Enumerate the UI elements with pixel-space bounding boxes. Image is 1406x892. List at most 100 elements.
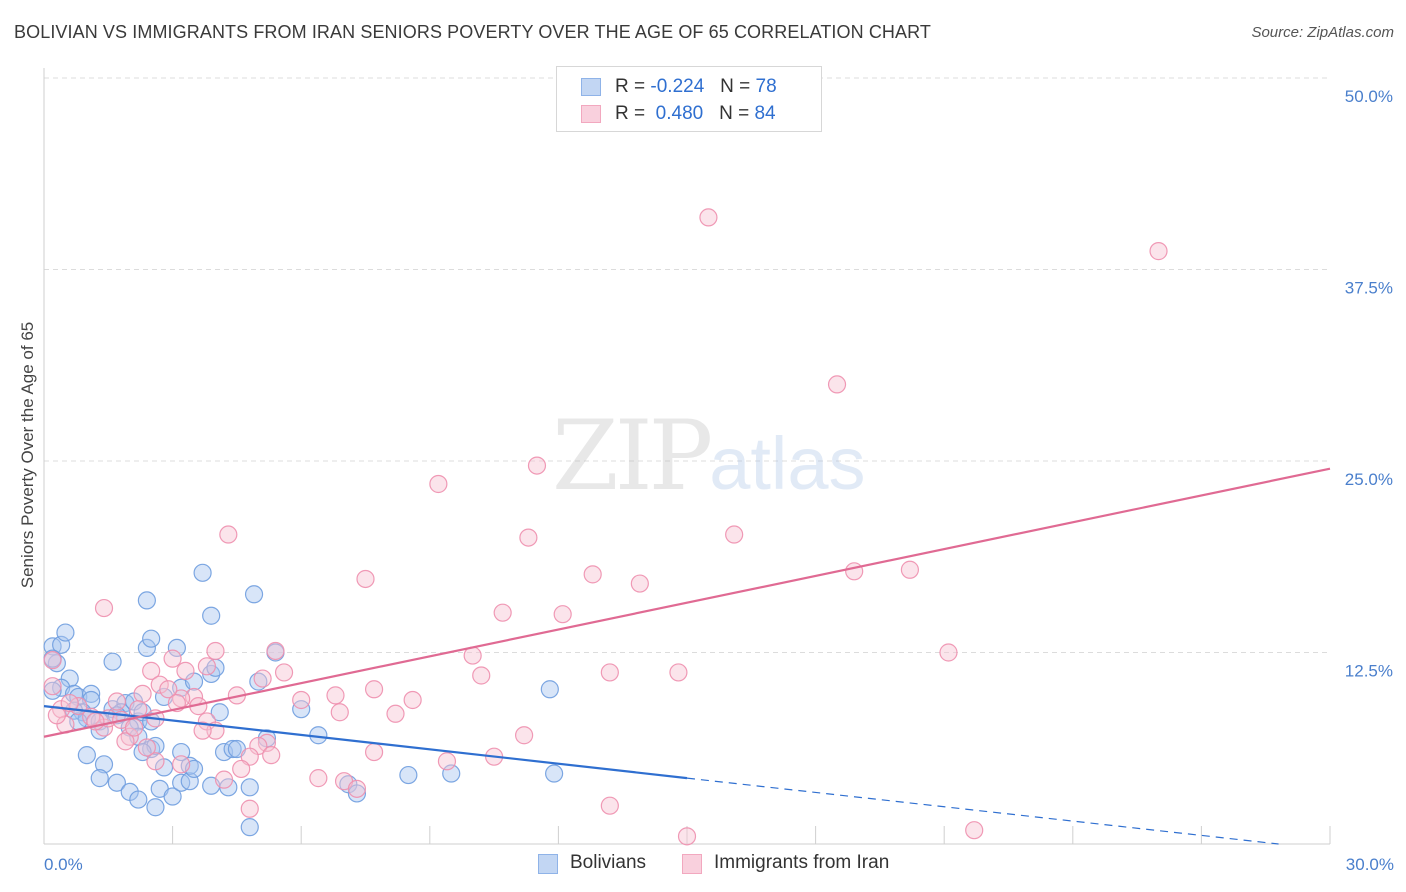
x-tick-label-min: 0.0% — [44, 855, 83, 874]
bolivian-point — [193, 563, 212, 582]
iran-point — [172, 755, 191, 774]
source-credit: Source: ZipAtlas.com — [1251, 24, 1394, 41]
iran-point — [232, 759, 251, 779]
iran-point — [1149, 242, 1168, 261]
legend-swatch-iran — [581, 105, 601, 123]
iran-point — [515, 726, 534, 745]
y-tick-label: 25.0% — [1345, 470, 1393, 489]
iran-point — [47, 706, 66, 725]
bottom-legend-swatch-iran — [682, 854, 702, 874]
y-tick-label: 37.5% — [1345, 279, 1393, 298]
bolivian-point — [545, 764, 564, 783]
iran-point — [725, 525, 744, 544]
bolivian-point — [137, 638, 156, 658]
iran-point — [94, 598, 114, 618]
iran-point — [159, 680, 178, 699]
iran-point — [429, 474, 448, 494]
iran-point — [347, 779, 367, 798]
axes — [43, 68, 1331, 845]
bottom-legend-label-bolivians: Bolivians — [570, 852, 647, 873]
iran-point — [43, 651, 62, 670]
iran-point — [699, 208, 718, 227]
watermark-atlas: atlas — [709, 422, 866, 505]
iran-point — [240, 799, 259, 818]
bolivians-points — [43, 563, 564, 837]
bottom-legend-swatch-bolivians — [538, 854, 558, 874]
iran-point — [845, 562, 864, 581]
iran-point — [137, 738, 156, 757]
iran-point — [386, 704, 405, 723]
iran-point — [116, 732, 135, 751]
bolivian-point — [43, 681, 62, 700]
iran-point — [939, 643, 958, 662]
iran-point — [176, 661, 195, 680]
bolivian-point — [94, 755, 114, 774]
bolivian-point — [103, 652, 122, 671]
iran-point — [437, 752, 457, 771]
legend-r-label: R = — [615, 103, 646, 124]
iran-point — [124, 718, 144, 737]
iran-point — [669, 663, 688, 682]
bolivian-point — [292, 700, 311, 719]
x-tick-label-max: 30.0% — [1346, 855, 1394, 874]
iran-point — [527, 456, 547, 475]
legend-text-iran: R = 0.480 N = 84 — [615, 103, 776, 125]
legend-n-value: 84 — [754, 103, 776, 124]
bolivians-trend-line — [43, 705, 688, 780]
iran-point — [262, 746, 281, 765]
iran-point — [274, 663, 294, 682]
bolivian-point — [137, 591, 156, 610]
iran-point — [253, 669, 272, 688]
iran-point — [900, 560, 920, 579]
bolivian-point — [163, 787, 182, 806]
iran-point — [630, 574, 649, 593]
iran-point — [553, 605, 572, 624]
iran-point — [677, 827, 697, 846]
watermark: ZIPatlas — [552, 400, 866, 512]
iran-point — [309, 769, 328, 788]
iran-point — [364, 680, 384, 699]
iran-point — [292, 690, 311, 710]
iran-point — [60, 693, 79, 713]
bolivian-point — [399, 765, 418, 785]
bolivian-point — [223, 739, 242, 759]
iran-point — [197, 657, 216, 676]
y-axis-title: Seniors Poverty Over the Age of 65 — [18, 322, 37, 588]
bolivian-point — [244, 585, 264, 604]
iran-point — [326, 686, 345, 705]
legend-n-label: N = — [720, 76, 751, 97]
legend-r-value: -0.224 — [650, 76, 705, 97]
iran-point — [193, 721, 212, 740]
bolivian-point — [167, 638, 186, 658]
legend-r-label: R = — [615, 76, 646, 97]
iran-point — [150, 675, 169, 694]
grid-lines — [44, 77, 1330, 653]
iran-trend-line — [43, 467, 1331, 738]
y-tick-labels: 12.5% 25.0% 37.5% 50.0% — [1345, 87, 1393, 681]
iran-point — [403, 690, 422, 710]
iran-points — [43, 208, 1168, 846]
iran-point — [356, 569, 375, 589]
bottom-legend-label-iran: Immigrants from Iran — [714, 852, 890, 873]
bolivian-point — [56, 623, 75, 642]
legend-n-label: N = — [719, 103, 750, 124]
bolivian-point — [540, 680, 559, 699]
y-tick-label: 50.0% — [1345, 87, 1393, 106]
legend-n-value: 78 — [755, 76, 777, 97]
iran-point — [142, 661, 161, 680]
y-tick-label: 12.5% — [1345, 662, 1393, 681]
iran-point — [219, 525, 238, 544]
chart-title: BOLIVIAN VS IMMIGRANTS FROM IRAN SENIORS… — [14, 22, 932, 42]
iran-point — [364, 742, 384, 762]
bolivian-point — [240, 818, 259, 837]
bolivian-point — [90, 769, 109, 788]
legend-text-bolivians: R = -0.224 N = 78 — [615, 76, 777, 98]
correlation-legend: R = -0.224 N = 78 R = 0.480 N = 84 — [556, 66, 822, 132]
bolivian-point — [142, 629, 161, 648]
iran-point — [583, 565, 602, 584]
trend-lines — [43, 467, 1331, 845]
iran-point — [146, 752, 165, 771]
iran-point — [133, 684, 152, 703]
bolivian-point — [129, 790, 148, 809]
